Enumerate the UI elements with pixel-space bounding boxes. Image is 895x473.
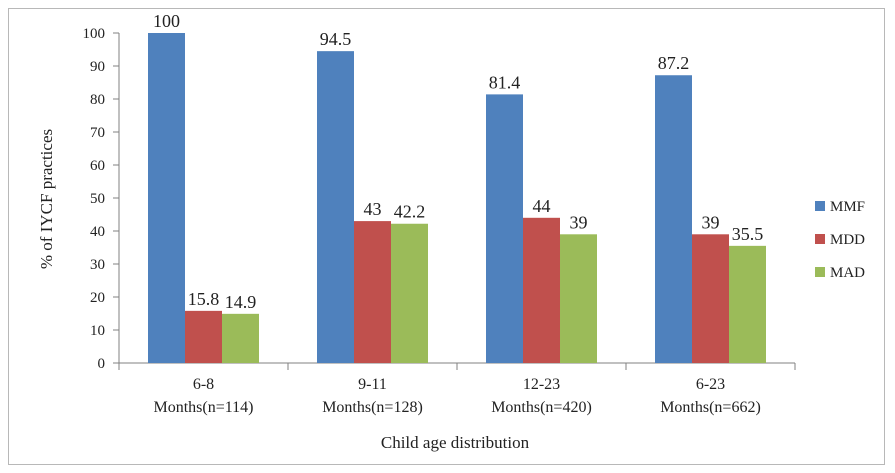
- x-tick-label: Months(n=128): [322, 399, 423, 416]
- bar-mmf: [655, 75, 692, 364]
- bar-mdd: [523, 217, 560, 363]
- legend-swatch-mmf: [815, 201, 825, 211]
- y-tick-label: 70: [90, 125, 105, 141]
- x-tick-label: 12-23: [523, 376, 560, 393]
- data-label: 35.5: [732, 224, 764, 244]
- x-tick-label: 6-23: [696, 376, 725, 393]
- bar-mad: [729, 245, 766, 363]
- data-label: 94.5: [320, 29, 352, 49]
- bar-mmf: [486, 94, 523, 363]
- x-tick-label: Months(n=662): [660, 399, 761, 416]
- y-tick-label: 30: [90, 257, 105, 273]
- y-tick-label: 80: [90, 92, 105, 108]
- bar-mmf: [148, 33, 185, 363]
- x-tick-label: 9-11: [358, 376, 387, 393]
- bar-mdd: [185, 310, 222, 363]
- x-tick-label: Months(n=114): [154, 399, 254, 416]
- bar-mad: [222, 313, 259, 363]
- bars: [148, 33, 766, 364]
- bar-mad: [391, 223, 428, 363]
- y-axis-title: % of IYCF practices: [37, 129, 56, 269]
- data-label: 42.2: [394, 202, 426, 222]
- data-label: 44: [533, 196, 551, 216]
- y-tick-label: 10: [90, 323, 105, 339]
- legend-label-mdd: MDD: [830, 232, 865, 248]
- legend-label-mad: MAD: [830, 265, 865, 281]
- legend-swatch-mdd: [815, 234, 825, 244]
- x-tick-label: 6-8: [193, 376, 214, 393]
- legend-swatch-mad: [815, 267, 825, 277]
- y-tick-label: 40: [90, 224, 105, 240]
- bar-mdd: [692, 234, 729, 363]
- data-label: 87.2: [658, 53, 690, 73]
- legend-label-mmf: MMF: [830, 199, 865, 215]
- y-tick-label: 0: [98, 356, 106, 372]
- data-labels: 100 15.8 14.9 94.5 43 42.2 81.4 44 39 87.2 39 35.5: [153, 11, 763, 312]
- y-tick-label: 50: [90, 191, 105, 207]
- data-label: 39: [570, 212, 588, 232]
- bar-mad: [560, 234, 597, 363]
- data-label: 81.4: [489, 72, 521, 92]
- bar-mdd: [354, 221, 391, 363]
- y-tick-label: 100: [83, 26, 106, 42]
- data-label: 14.9: [225, 292, 257, 312]
- bar-mmf: [317, 51, 354, 364]
- x-axis-title: Child age distribution: [381, 433, 530, 452]
- data-label: 43: [364, 199, 382, 219]
- data-label: 100: [153, 11, 180, 31]
- legend: MMF MDD MAD: [815, 199, 865, 281]
- data-label: 39: [702, 212, 720, 232]
- x-tick-label: Months(n=420): [491, 399, 592, 416]
- y-tick-label: 60: [90, 158, 105, 174]
- y-tick-label: 90: [90, 59, 105, 75]
- y-tick-label: 20: [90, 290, 105, 306]
- data-label: 15.8: [188, 289, 220, 309]
